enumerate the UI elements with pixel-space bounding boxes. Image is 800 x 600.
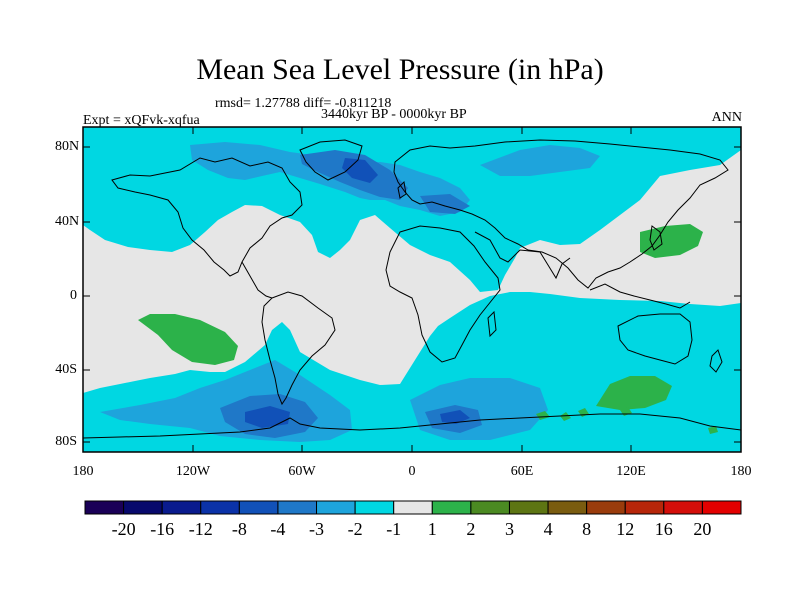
colorbar-box (238, 500, 279, 515)
colorbar-label: 2 (466, 519, 476, 539)
coast-africa (385, 225, 501, 363)
stats-label: rmsd= 1.27788 diff= -0.811218 (215, 96, 392, 111)
experiment-label: Expt = xQFvk-xqfua (83, 113, 200, 128)
contour-minus2-ne (480, 145, 600, 176)
colorbar-box (701, 500, 742, 515)
colorbar-box (508, 500, 549, 515)
coast-antarctica (83, 413, 741, 439)
x-tick-label: 120W (175, 464, 211, 479)
contour-plus1-antarctic-5 (708, 426, 718, 434)
y-tick-label: 40S (55, 362, 77, 377)
x-tick-label: 180 (730, 464, 752, 479)
colorbar-box (354, 500, 395, 515)
contour-minus4-south-b (440, 410, 470, 424)
colorbar-label: 12 (616, 519, 635, 539)
y-tick-label: 80N (55, 139, 80, 154)
coast-uk (397, 180, 407, 199)
colorbar-box (277, 500, 318, 515)
y-tick-label: 40N (55, 214, 80, 229)
colorbar-label: 3 (505, 519, 514, 539)
x-tick-label: 180 (72, 464, 94, 479)
contour-minus4-north (342, 158, 378, 183)
colorbar-label: -8 (231, 519, 247, 539)
colorbar-label: -16 (150, 519, 175, 539)
colorbar-label: -2 (347, 519, 363, 539)
colorbar-label: 1 (427, 519, 437, 539)
coast-maritime-se-asia (589, 283, 691, 309)
colorbar-label: -12 (188, 519, 213, 539)
colorbar (84, 500, 742, 515)
colorbar-box (200, 500, 240, 515)
coast-greenland (299, 139, 363, 181)
coast-north-america (111, 157, 303, 277)
colorbar-box (84, 500, 125, 515)
contour-plus1-indian-south (596, 376, 672, 410)
y-ticks (83, 146, 741, 443)
colorbar-label: -4 (270, 519, 286, 539)
coast-south-america (261, 291, 336, 406)
colorbar-box (586, 500, 626, 515)
colorbar-box (316, 500, 356, 515)
x-tick-label: 0 (408, 464, 416, 479)
coastlines (83, 139, 741, 439)
colorbar-box (123, 500, 163, 515)
coast-new-zealand (709, 349, 723, 373)
colorbar-label: 4 (543, 519, 553, 539)
x-tick-label: 120E (616, 464, 646, 479)
colorbar-label: 8 (582, 519, 592, 539)
x-tick-label: 60E (510, 464, 534, 479)
y-tick-label: 80S (55, 434, 77, 449)
coast-eurasia (393, 139, 729, 289)
map-title: Mean Sea Level Pressure (in hPa) (196, 53, 604, 86)
colorbar-box (547, 500, 588, 515)
colorbar-label: -20 (111, 519, 136, 539)
coast-arabia-india (474, 231, 571, 280)
colorbar-label: -1 (386, 519, 402, 539)
colorbar-label: -3 (309, 519, 324, 539)
coast-japan (649, 225, 663, 251)
colorbar-box (161, 500, 202, 515)
colorbar-box (663, 500, 703, 515)
colorbar-label: 16 (654, 519, 673, 539)
contour-plus1-pacific-south (138, 314, 238, 365)
y-tick-label: 0 (70, 288, 77, 303)
colorbar-box (431, 500, 472, 515)
colorbar-box (624, 500, 665, 515)
x-ticks (192, 127, 632, 452)
contour-minus4-south (245, 406, 290, 428)
coast-central-america (241, 261, 273, 299)
season-label: ANN (711, 110, 742, 125)
coast-madagascar (487, 310, 497, 338)
colorbar-box (470, 500, 510, 515)
colorbar-label: 20 (693, 519, 712, 539)
coast-australia (617, 313, 693, 365)
contour-plus1-antarctic-2 (560, 412, 571, 421)
colorbar-box (393, 500, 433, 515)
period-label: 3440kyr BP - 0000kyr BP (321, 107, 467, 122)
x-tick-label: 60W (288, 464, 316, 479)
contour-plus1-antarctic-1 (536, 411, 550, 420)
contour-plus1-pacific-north (640, 224, 703, 258)
